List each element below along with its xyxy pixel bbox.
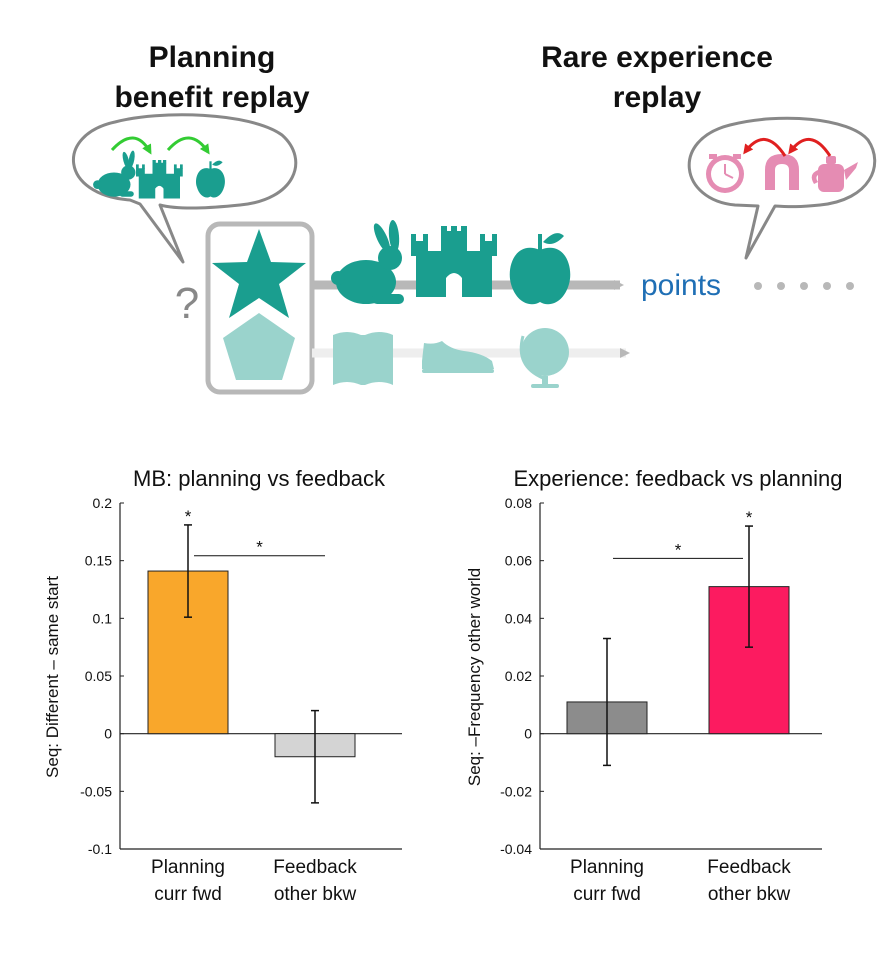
pentagon-icon [223,313,295,380]
book-icon [333,332,393,385]
points-label: points [641,269,721,302]
chart-2-title: Experience: feedback vs planning [514,466,843,491]
replay-diagram: Planning benefit replay Rare experience … [72,41,877,395]
apple-icon [196,160,225,198]
chart-2-xlabel-2-line-1: Feedback [707,857,791,878]
chart-experience-feedback-vs-planning: Experience: feedback vs planning Seq: –F… [465,466,843,905]
chart-1-y-tick-label: 0.05 [85,668,112,684]
chart-mb-planning-vs-feedback: MB: planning vs feedback Seq: Different … [43,466,402,905]
chart-2-y-tick-label: -0.02 [500,783,532,799]
chart-2-xlabel-1-line-2: curr fwd [573,884,641,905]
sneaker-icon [422,341,494,373]
right-heading-line-2: replay [613,81,702,114]
start-options-box [205,221,315,395]
star-icon [212,229,306,318]
chart-1-marks: -0.1 -0.05 0 0.05 0.1 0.15 0.2 * * [80,495,402,857]
right-heading-line-1: Rare experience [541,41,773,74]
chart-2-y-tick-label: 0.02 [505,668,532,684]
question-mark: ? [175,279,199,328]
red-arrow-2 [788,138,832,157]
chart-1-bracket-significance: * [256,538,263,557]
chart-1-y-tick-label: 0.2 [93,495,113,511]
chart-1-xlabel-2-line-2: other bkw [274,884,357,905]
green-arrow-2 [166,136,210,155]
chart-1-y-tick-label: 0.15 [85,553,112,569]
chart-1-y-tick-label: 0 [104,726,112,742]
red-arrow-1 [743,138,787,157]
left-heading-line-2: benefit replay [114,81,309,114]
castle-icon [136,160,183,199]
chart-2-xlabel-2-line-2: other bkw [708,884,791,905]
right-speech-bubble [687,116,877,260]
chart-2-y-tick-label: 0.06 [505,553,532,569]
chart-2-y-tick-label: 0.08 [505,495,532,511]
ellipsis-dots [754,282,854,290]
rabbit-icon [93,150,136,197]
chart-1-y-tick-label: -0.05 [80,783,112,799]
globe-icon [519,328,569,388]
apple-icon [509,233,571,305]
chart-1-title: MB: planning vs feedback [133,466,386,491]
green-arrow-1 [110,136,152,155]
chart-1-bar-significance: * [185,507,192,526]
teapot-icon [811,156,858,192]
left-speech-bubble [72,113,298,264]
chart-2-y-tick-label: -0.04 [500,841,532,857]
chart-2-ylabel: Seq: –Frequency other world [465,568,484,786]
chart-1-y-tick-label: 0.1 [93,610,113,626]
chart-1-xlabel-1-line-1: Planning [151,857,225,878]
chart-2-xlabel-1-line-1: Planning [570,857,644,878]
chart-1-xlabel-2-line-1: Feedback [273,857,357,878]
chart-1-xlabel-1-line-2: curr fwd [154,884,222,905]
magnet-icon [765,154,799,190]
chart-2-bracket-significance: * [675,540,682,559]
rabbit-icon [331,220,404,304]
chart-2-y-tick-label: 0.04 [505,610,532,626]
left-heading-line-1: Planning [149,41,276,74]
chart-2-marks: -0.04 -0.02 0 0.02 0.04 0.06 0.08 * * [500,495,822,857]
chart-2-bar-significance: * [746,508,753,527]
chart-2-y-tick-label: 0 [524,726,532,742]
chart-1-ylabel: Seq: Different – same start [43,576,62,778]
clock-icon [706,154,744,193]
castle-icon [411,226,497,297]
chart-1-y-tick-label: -0.1 [88,841,112,857]
